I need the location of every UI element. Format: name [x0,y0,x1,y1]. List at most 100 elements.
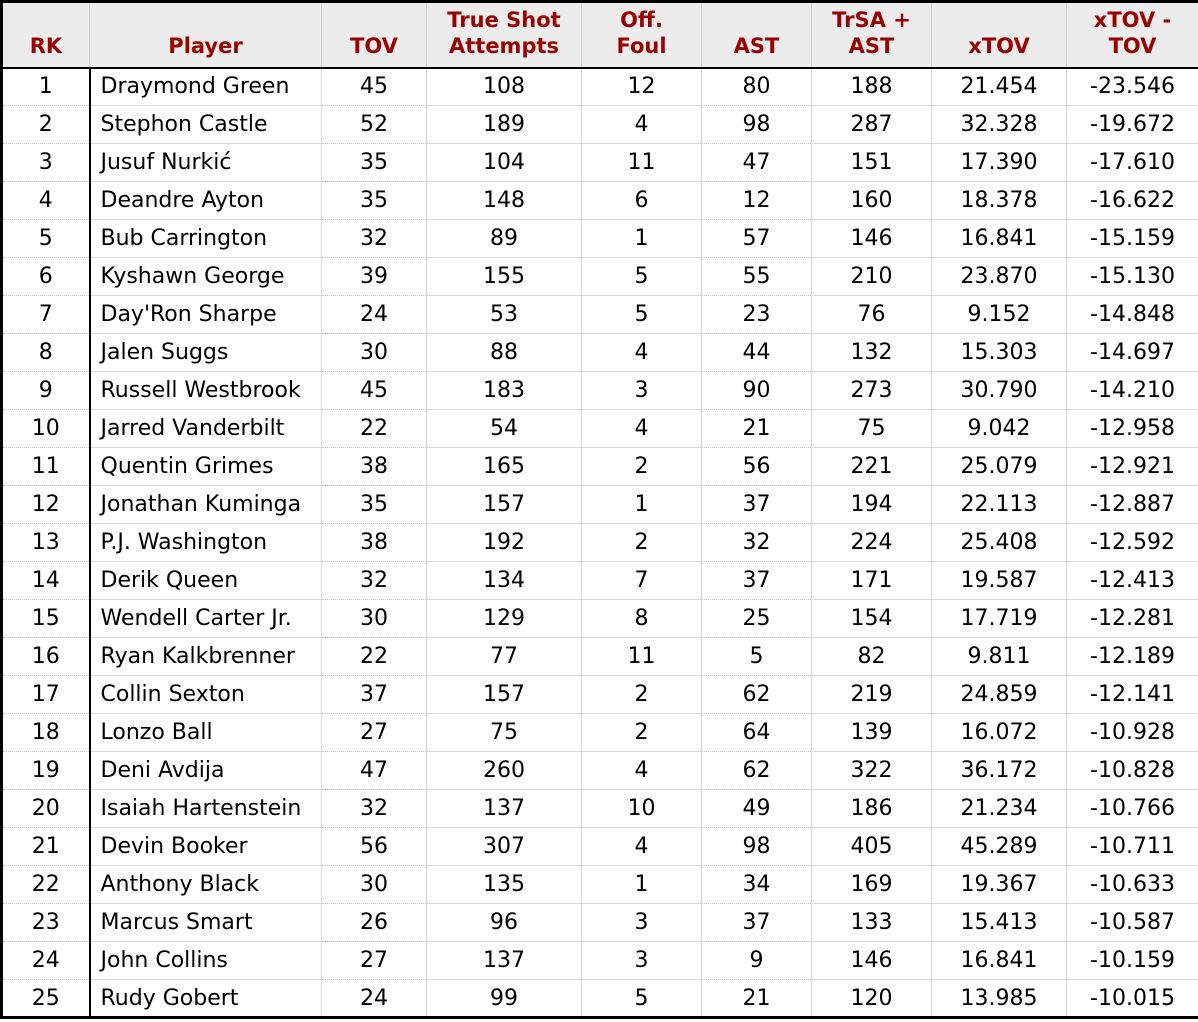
cell-xtov: 19.587 [931,561,1067,600]
cell-off_foul: 7 [581,561,702,600]
cell-off_foul: 4 [581,751,702,790]
cell-tsa: 104 [426,143,582,182]
table-row: 21 Devin Booker 56 307 4 98 405 45.289 -10.711 [1,827,1198,866]
cell-tov: 52 [321,105,427,144]
cell-xtov_minus_tov: -12.413 [1066,561,1198,600]
cell-tov: 37 [321,675,427,714]
cell-trsa_ast: 133 [811,903,932,942]
table-row: 4 Deandre Ayton 35 148 6 12 160 18.378 -16.622 [1,181,1198,220]
cell-player: Isaiah Hartenstein [89,789,322,828]
cell-trsa_ast: 210 [811,257,932,296]
cell-tsa: 53 [426,295,582,334]
cell-off_foul: 11 [581,143,702,182]
cell-rk: 3 [1,143,91,182]
cell-trsa_ast: 160 [811,181,932,220]
table-row: 16 Ryan Kalkbrenner 22 77 11 5 82 9.811 -12.189 [1,637,1198,676]
cell-ast: 62 [701,751,812,790]
cell-tsa: 260 [426,751,582,790]
cell-tov: 22 [321,409,427,448]
cell-off_foul: 2 [581,447,702,486]
cell-rk: 22 [1,865,91,904]
cell-rk: 1 [1,67,91,106]
table-row: 22 Anthony Black 30 135 1 34 169 19.367 -10.633 [1,865,1198,904]
cell-xtov: 25.408 [931,523,1067,562]
table-row: 15 Wendell Carter Jr. 30 129 8 25 154 17.719 -12… [1,599,1198,638]
cell-xtov: 17.719 [931,599,1067,638]
table-row: 20 Isaiah Hartenstein 32 137 10 49 186 21.234 -1… [1,789,1198,828]
cell-tov: 45 [321,371,427,410]
cell-ast: 98 [701,105,812,144]
cell-rk: 16 [1,637,91,676]
cell-trsa_ast: 322 [811,751,932,790]
cell-xtov_minus_tov: -10.587 [1066,903,1198,942]
cell-ast: 12 [701,181,812,220]
cell-rk: 5 [1,219,91,258]
col-header-tov: TOV [321,1,427,69]
cell-player: Devin Booker [89,827,322,866]
table-row: 1 Draymond Green 45 108 12 80 188 21.454 -23.546 [1,67,1198,106]
col-header-off-foul: Off. Foul [581,1,702,69]
cell-trsa_ast: 75 [811,409,932,448]
cell-rk: 25 [1,979,91,1018]
cell-xtov_minus_tov: -10.015 [1090,985,1175,1011]
cell-tsa: 108 [426,67,582,106]
cell-xtov_minus_tov: -12.958 [1066,409,1198,448]
cell-xtov: 18.378 [931,181,1067,220]
table-row: 18 Lonzo Ball 27 75 2 64 139 16.072 -10.928 [1,713,1198,752]
cell-xtov_minus_tov: -12.921 [1066,447,1198,486]
cell-player: Stephon Castle [89,105,322,144]
cell-ast: 21 [701,979,812,1018]
cell-ast: 64 [701,713,812,752]
cell-off_foul: 3 [581,903,702,942]
cell-xtov: 9.042 [931,409,1067,448]
cell-trsa_ast: 139 [811,713,932,752]
table-row: 7 Day'Ron Sharpe 24 53 5 23 76 9.152 -14.848 [1,295,1198,334]
cell-tsa: 96 [426,903,582,942]
cell-tov: 27 [321,713,427,752]
cell-rk: 9 [1,371,91,410]
cell-tsa: 137 [426,941,582,980]
table-row: 2 Stephon Castle 52 189 4 98 287 32.328 -19.672 [1,105,1198,144]
cell-rk: 7 [1,295,91,334]
cell-player: Rudy Gobert [89,979,322,1018]
cell-off_foul: 2 [581,675,702,714]
cell-player: John Collins [89,941,322,980]
cell-tsa: 189 [426,105,582,144]
table-header: RK Player TOV True Shot Attempts Off. Fo… [1,1,1198,69]
cell-ast: 98 [701,827,812,866]
table-row: 13 P.J. Washington 38 192 2 32 224 25.408 -12.59… [1,523,1198,562]
cell-off_foul: 4 [581,827,702,866]
cell-trsa_ast: 186 [811,789,932,828]
cell-off_foul: 11 [581,637,702,676]
cell-ast: 37 [701,485,812,524]
table-row: 8 Jalen Suggs 30 88 4 44 132 15.303 -14.697 [1,333,1198,372]
cell-player: Collin Sexton [89,675,322,714]
cell-player: Ryan Kalkbrenner [89,637,322,676]
cell-xtov_minus_tov: -14.210 [1066,371,1198,410]
table-row: 24 John Collins 27 137 3 9 146 16.841 -10.159 [1,941,1198,980]
col-header-ast: AST [701,1,812,69]
cell-xtov: 21.454 [931,67,1067,106]
col-header-trsa-plus-ast: TrSA + AST [811,1,932,69]
cell-trsa_ast: 76 [811,295,932,334]
cell-tov: 38 [321,523,427,562]
table-row: 25 Rudy Gobert 24 99 5 21 120 13.985 -10.015 [1,979,1198,1018]
cell-xtov_minus_tov: -15.130 [1066,257,1198,296]
cell-xtov: 17.390 [931,143,1067,182]
cell-player: Anthony Black [89,865,322,904]
cell-off_foul: 4 [581,105,702,144]
cell-trsa_ast: 132 [811,333,932,372]
cell-player: Deandre Ayton [89,181,322,220]
cell-rk: 20 [1,789,91,828]
cell-off_foul: 8 [581,599,702,638]
cell-trsa_ast: 171 [811,561,932,600]
cell-xtov_minus_tov: -12.141 [1066,675,1198,714]
cell-player: Day'Ron Sharpe [89,295,322,334]
cell-off_foul: 1 [581,865,702,904]
cell-tov: 45 [321,67,427,106]
cell-rk: 18 [1,713,91,752]
table-row: 10 Jarred Vanderbilt 22 54 4 21 75 9.042 -12.958 [1,409,1198,448]
cell-tov: 39 [321,257,427,296]
table-row: 6 Kyshawn George 39 155 5 55 210 23.870 -15.130 [1,257,1198,296]
